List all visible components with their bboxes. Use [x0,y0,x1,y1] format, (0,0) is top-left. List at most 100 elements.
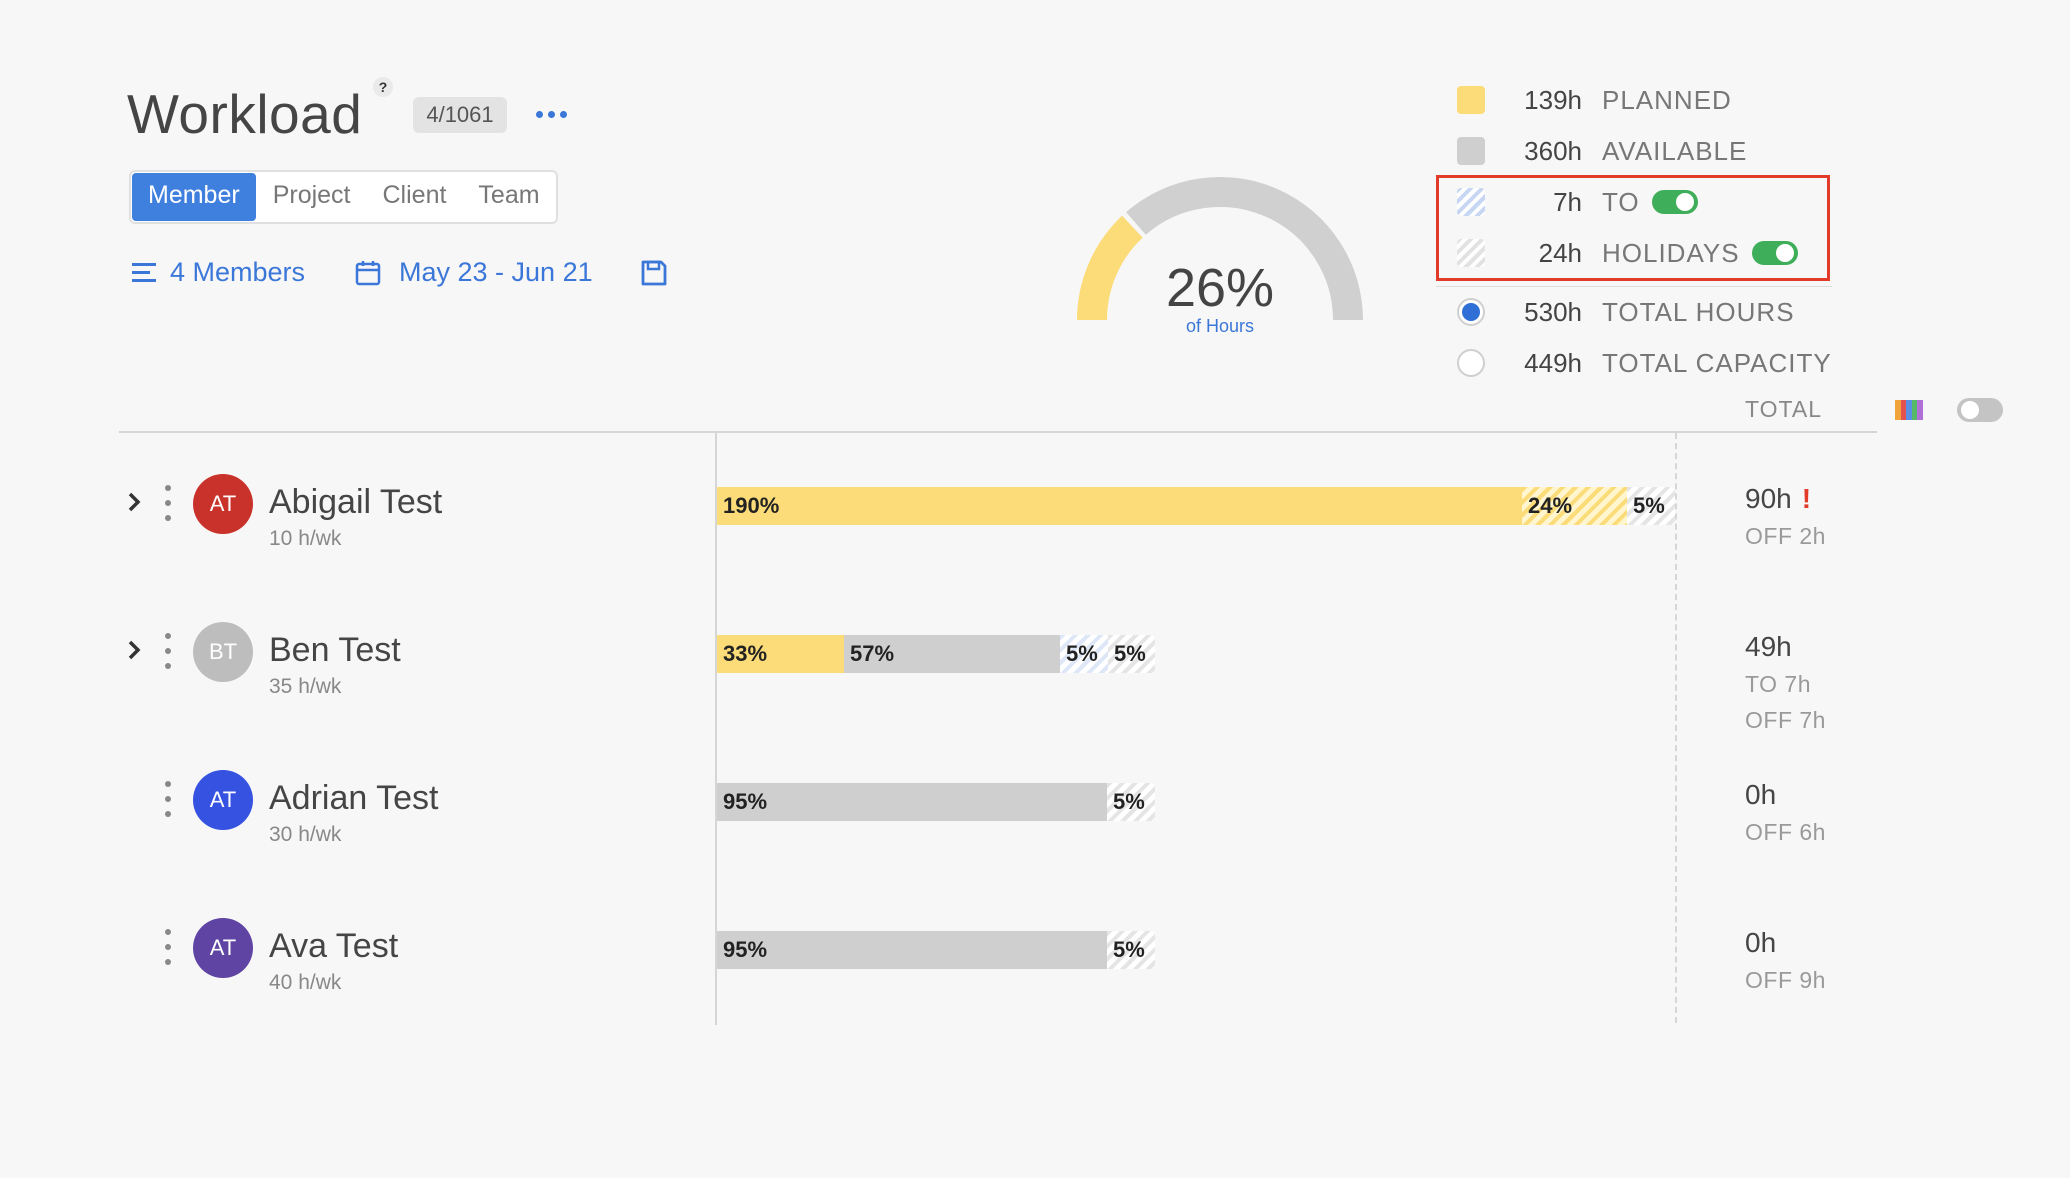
bar-segment-available: 95% [717,783,1107,821]
available-swatch [1457,137,1485,165]
total-hours-label: TOTAL HOURS [1602,296,1795,327]
bar-segment-over: 24% [1522,487,1627,525]
member-rate: 35 h/wk [269,675,342,698]
member-row: AT Adrian Test 30 h/wk 95% 5% 0h OFF 6h [0,761,2070,881]
member-row: AT Ava Test 40 h/wk 95% 5% 0h OFF 9h [0,909,2070,1029]
total-hours-value: 530h [1524,296,1582,327]
avatar[interactable]: AT [193,474,253,534]
member-total: 49h [1745,631,1792,663]
total-hours-radio[interactable] [1457,298,1485,326]
legend-total-capacity: 449h TOTAL CAPACITY [1457,343,1832,383]
gauge-fill [1077,215,1143,321]
legend-holidays: 24h HOLIDAYS [1457,233,1798,273]
page-title: Workload [127,83,363,145]
row-menu-icon[interactable] [163,781,173,817]
row-menu-icon[interactable] [163,633,173,669]
member-total-value: 0h [1745,779,1777,810]
header-divider [119,431,1877,433]
members-filter[interactable]: 4 Members [132,257,305,288]
member-total-value: 0h [1745,927,1777,958]
legend-to: 7h TO [1457,182,1698,222]
available-label: AVAILABLE [1602,135,1748,166]
total-capacity-label: TOTAL CAPACITY [1602,347,1832,378]
highlight-box [1436,175,1830,281]
count-badge: 4/1061 [413,97,507,133]
member-total: 0h [1745,927,1776,959]
member-total-value: 90h [1745,483,1792,514]
member-total: 90h! [1745,483,1811,515]
to-value: 7h [1553,186,1582,217]
workload-bar[interactable]: 95% 5% [717,931,1155,969]
total-capacity-value: 449h [1524,347,1582,378]
expand-chevron-icon[interactable] [123,639,145,661]
bar-axis-line [715,433,717,1025]
bar-segment-holiday: 5% [1627,487,1675,525]
date-range-picker[interactable]: May 23 - Jun 21 [355,257,593,288]
gauge-subtitle: of Hours [1185,316,1255,336]
view-tabs: Member Project Client Team [129,170,558,224]
bar-segment-holiday: 5% [1108,635,1155,673]
workload-bar[interactable]: 190% 24% 5% [717,487,1675,525]
workload-bar[interactable]: 95% 5% [717,783,1155,821]
color-palette-icon[interactable] [1895,400,1923,420]
legend-total-hours: 530h TOTAL HOURS [1457,292,1795,332]
member-row: AT Abigail Test 10 h/wk 190% 24% 5% 90h! O… [0,465,2070,585]
bar-segment-available: 95% [717,931,1107,969]
avatar[interactable]: AT [193,770,253,830]
holidays-toggle[interactable] [1751,241,1798,265]
member-name[interactable]: Ava Test [269,927,399,965]
member-total-value: 49h [1745,631,1792,662]
member-to: TO 7h [1745,671,1811,697]
holidays-label: HOLIDAYS [1602,237,1740,268]
avatar[interactable]: BT [193,622,253,682]
member-rate: 40 h/wk [269,971,342,994]
planned-label: PLANNED [1602,84,1732,115]
legend-planned: 139h PLANNED [1457,80,1732,120]
member-off: OFF 7h [1745,707,1826,733]
member-row: BT Ben Test 35 h/wk 33% 57% 5% 5% 49h TO 7h… [0,613,2070,733]
bar-segment-holiday: 5% [1107,931,1155,969]
total-column-header: TOTAL [1745,396,1822,422]
legend-available: 360h AVAILABLE [1457,131,1747,171]
capacity-line [1675,433,1677,1023]
member-name[interactable]: Abigail Test [269,483,443,521]
workload-bar[interactable]: 33% 57% 5% 5% [717,635,1155,673]
tab-team[interactable]: Team [478,181,540,209]
to-label: TO [1602,186,1640,217]
member-off: OFF 9h [1745,967,1826,993]
avatar[interactable]: AT [193,918,253,978]
tab-member[interactable]: Member [132,173,256,221]
member-rate: 30 h/wk [269,823,342,846]
row-menu-icon[interactable] [163,929,173,965]
warning-icon: ! [1801,483,1812,514]
bar-segment-holiday: 5% [1107,783,1155,821]
member-name[interactable]: Adrian Test [269,779,439,817]
row-menu-icon[interactable] [163,485,173,521]
planned-swatch [1457,86,1485,114]
holidays-swatch [1457,239,1485,267]
save-icon[interactable] [640,259,668,287]
expand-chevron-icon[interactable] [123,491,145,513]
more-options-icon[interactable] [536,104,572,124]
date-range-label: May 23 - Jun 21 [399,257,593,287]
bar-segment-to: 5% [1060,635,1108,673]
bar-segment-planned: 190% [717,487,1522,525]
members-filter-label: 4 Members [170,257,306,287]
gauge-track [1126,177,1363,321]
holidays-value: 24h [1538,237,1582,268]
member-total: 0h [1745,779,1776,811]
to-toggle[interactable] [1651,190,1698,214]
total-capacity-radio[interactable] [1457,349,1485,377]
help-icon[interactable]: ? [373,77,393,97]
planned-value: 139h [1524,84,1582,115]
bar-segment-planned: 33% [717,635,844,673]
tab-client[interactable]: Client [382,181,447,209]
member-rate: 10 h/wk [269,527,342,550]
bar-segment-available: 57% [844,635,1060,673]
available-value: 360h [1524,135,1582,166]
color-mode-toggle[interactable] [1957,398,2003,422]
tab-project[interactable]: Project [272,181,351,209]
member-name[interactable]: Ben Test [269,631,401,669]
list-icon [132,262,156,282]
gauge-percent: 26% [1165,258,1275,318]
